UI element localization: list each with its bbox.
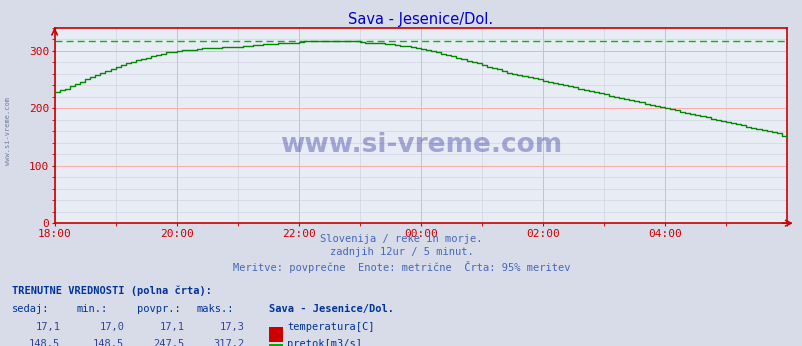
Text: 17,0: 17,0: [99, 322, 124, 333]
Text: Sava - Jesenice/Dol.: Sava - Jesenice/Dol.: [269, 304, 394, 315]
Text: 17,1: 17,1: [35, 322, 60, 333]
Text: 247,5: 247,5: [153, 339, 184, 346]
Text: pretok[m3/s]: pretok[m3/s]: [287, 339, 362, 346]
Text: www.si-vreme.com: www.si-vreme.com: [5, 98, 11, 165]
Text: 148,5: 148,5: [93, 339, 124, 346]
Text: 148,5: 148,5: [29, 339, 60, 346]
Text: 17,1: 17,1: [160, 322, 184, 333]
Text: povpr.:: povpr.:: [136, 304, 180, 315]
Text: min.:: min.:: [76, 304, 107, 315]
Text: sedaj:: sedaj:: [12, 304, 50, 315]
Text: TRENUTNE VREDNOSTI (polna črta):: TRENUTNE VREDNOSTI (polna črta):: [12, 285, 212, 296]
Text: 317,2: 317,2: [213, 339, 245, 346]
Title: Sava - Jesenice/Dol.: Sava - Jesenice/Dol.: [348, 11, 492, 27]
Text: Meritve: povprečne  Enote: metrične  Črta: 95% meritev: Meritve: povprečne Enote: metrične Črta:…: [233, 261, 569, 273]
Text: www.si-vreme.com: www.si-vreme.com: [279, 132, 561, 158]
Text: Slovenija / reke in morje.: Slovenija / reke in morje.: [320, 234, 482, 244]
Text: maks.:: maks.:: [196, 304, 234, 315]
Text: temperatura[C]: temperatura[C]: [287, 322, 375, 333]
Text: zadnjih 12ur / 5 minut.: zadnjih 12ur / 5 minut.: [329, 247, 473, 257]
Text: 17,3: 17,3: [220, 322, 245, 333]
